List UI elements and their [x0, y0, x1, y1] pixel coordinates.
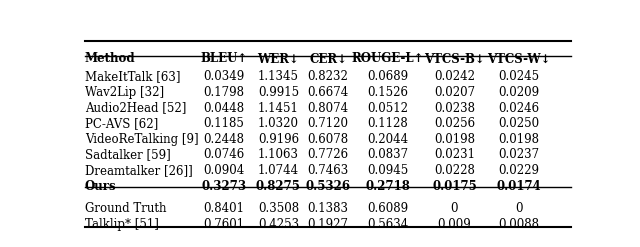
- Text: Audio2Head [52]: Audio2Head [52]: [85, 102, 186, 115]
- Text: 1.0320: 1.0320: [258, 117, 299, 130]
- Text: 0.0175: 0.0175: [432, 180, 477, 193]
- Text: 1.1345: 1.1345: [258, 70, 299, 83]
- Text: 0.0746: 0.0746: [204, 148, 244, 161]
- Text: 0.6089: 0.6089: [367, 202, 408, 215]
- Text: Ours: Ours: [85, 180, 116, 193]
- Text: 0: 0: [451, 202, 458, 215]
- Text: 0.0448: 0.0448: [204, 102, 244, 115]
- Text: 0.5326: 0.5326: [305, 180, 351, 193]
- Text: 0.7726: 0.7726: [307, 148, 349, 161]
- Text: 0.0256: 0.0256: [434, 117, 475, 130]
- Text: 0.0207: 0.0207: [434, 86, 475, 99]
- Text: 0.0228: 0.0228: [434, 164, 475, 177]
- Text: 0.0198: 0.0198: [434, 133, 475, 146]
- Text: Sadtalker [59]: Sadtalker [59]: [85, 148, 171, 161]
- Text: 0.0245: 0.0245: [499, 70, 540, 83]
- Text: 0.1526: 0.1526: [367, 86, 408, 99]
- Text: 1.1451: 1.1451: [258, 102, 299, 115]
- Text: 0.1798: 0.1798: [204, 86, 244, 99]
- Text: 0.0174: 0.0174: [497, 180, 541, 193]
- Text: VideoReTalking [9]: VideoReTalking [9]: [85, 133, 198, 146]
- Text: 0.6078: 0.6078: [307, 133, 349, 146]
- Text: PC-AVS [62]: PC-AVS [62]: [85, 117, 158, 130]
- Text: 0.0229: 0.0229: [499, 164, 540, 177]
- Text: 0.1128: 0.1128: [367, 117, 408, 130]
- Text: 0.7120: 0.7120: [307, 117, 349, 130]
- Text: Ground Truth: Ground Truth: [85, 202, 166, 215]
- Text: 0.1927: 0.1927: [307, 218, 349, 231]
- Text: 0.6674: 0.6674: [307, 86, 349, 99]
- Text: MakeItTalk [63]: MakeItTalk [63]: [85, 70, 180, 83]
- Text: 0.009: 0.009: [438, 218, 471, 231]
- Text: 0.0689: 0.0689: [367, 70, 408, 83]
- Text: 0.3508: 0.3508: [258, 202, 299, 215]
- Text: Talklip* [51]: Talklip* [51]: [85, 218, 159, 231]
- Text: 0: 0: [515, 202, 523, 215]
- Text: 0.4253: 0.4253: [258, 218, 299, 231]
- Text: Dreamtalker [26]]: Dreamtalker [26]]: [85, 164, 193, 177]
- Text: VTCS-B↓: VTCS-B↓: [424, 52, 485, 65]
- Text: 0.8275: 0.8275: [256, 180, 301, 193]
- Text: 0.9196: 0.9196: [258, 133, 299, 146]
- Text: BLEU↑: BLEU↑: [200, 52, 248, 65]
- Text: 0.7463: 0.7463: [307, 164, 349, 177]
- Text: 0.0237: 0.0237: [499, 148, 540, 161]
- Text: 0.2044: 0.2044: [367, 133, 408, 146]
- Text: 0.8232: 0.8232: [308, 70, 348, 83]
- Text: 0.0349: 0.0349: [204, 70, 244, 83]
- Text: 0.3273: 0.3273: [201, 180, 246, 193]
- Text: 1.0744: 1.0744: [258, 164, 299, 177]
- Text: CER↓: CER↓: [309, 52, 347, 65]
- Text: 0.0945: 0.0945: [367, 164, 408, 177]
- Text: Wav2Lip [32]: Wav2Lip [32]: [85, 86, 164, 99]
- Text: 0.0198: 0.0198: [499, 133, 540, 146]
- Text: 0.0231: 0.0231: [434, 148, 475, 161]
- Text: 0.0242: 0.0242: [434, 70, 475, 83]
- Text: ROUGE-L↑: ROUGE-L↑: [351, 52, 424, 65]
- Text: 0.0246: 0.0246: [499, 102, 540, 115]
- Text: 0.0238: 0.0238: [434, 102, 475, 115]
- Text: 0.0837: 0.0837: [367, 148, 408, 161]
- Text: 0.1383: 0.1383: [307, 202, 349, 215]
- Text: 0.0512: 0.0512: [367, 102, 408, 115]
- Text: 0.2718: 0.2718: [365, 180, 410, 193]
- Text: VTCS-W↓: VTCS-W↓: [487, 52, 550, 65]
- Text: 0.5634: 0.5634: [367, 218, 408, 231]
- Text: 0.8401: 0.8401: [204, 202, 244, 215]
- Text: 0.0904: 0.0904: [204, 164, 244, 177]
- Text: Method: Method: [85, 52, 136, 65]
- Text: 0.2448: 0.2448: [204, 133, 244, 146]
- Text: 0.1185: 0.1185: [204, 117, 244, 130]
- Text: 0.9915: 0.9915: [258, 86, 299, 99]
- Text: WER↓: WER↓: [257, 52, 300, 65]
- Text: 0.0088: 0.0088: [499, 218, 540, 231]
- Text: 0.0209: 0.0209: [499, 86, 540, 99]
- Text: 0.8074: 0.8074: [307, 102, 349, 115]
- Text: 0.0250: 0.0250: [499, 117, 540, 130]
- Text: 1.1063: 1.1063: [258, 148, 299, 161]
- Text: 0.7601: 0.7601: [204, 218, 244, 231]
